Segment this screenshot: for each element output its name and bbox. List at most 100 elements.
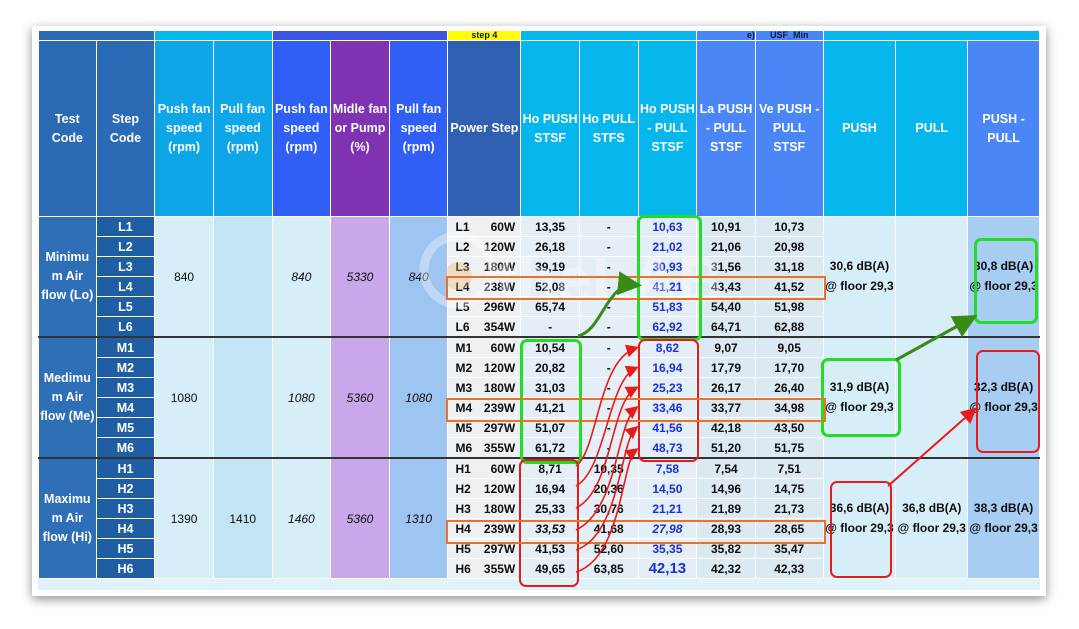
la-push-pull-cell: 14,96 [696,478,756,499]
ve-push-pull-cell: 14,75 [754,478,824,499]
power-step-code: H2 [455,481,471,496]
highlight-row-h4 [446,520,826,544]
ho-push-pull-cell: 21,21 [637,498,698,519]
power-step-cell: L5 296W [447,296,522,317]
ve-push-pull-cell: 31,18 [754,256,824,277]
ho-push-cell: 65,74 [520,296,580,317]
ho-push-cell: 13,35 [520,216,580,237]
table-row: L4 L4 238W 52,08-41,21 43,43 41,52 [39,276,1040,297]
power-step-watt: 297W [483,541,516,556]
push-summary-cell: 30,6 dB(A) @ floor 29,3 [822,216,897,338]
test-code-cell: Maximu m Air flow (Hi) [38,457,97,579]
pull-fan-speed-cell [212,216,273,338]
ho-push-pull-cell: 7,58 [637,457,698,479]
ho-push-pull-cell: 10,63 [637,216,698,237]
power-step-cell: L6 354W [447,316,522,338]
table-row: L2 L2 120W 26,18-21,02 21,06 20,98 [39,236,1040,257]
hdr-ho-pull: Ho PULL STFS [578,40,639,217]
ho-pull-cell: - [578,336,639,358]
step-code-cell: L4 [95,276,156,297]
power-step-code: H3 [455,501,471,516]
la-push-pull-cell: 7,54 [696,457,756,479]
ve-push-pull-cell: 17,70 [754,357,824,378]
power-step-cell: H1 60W [447,457,522,479]
step-code-cell: H3 [95,498,156,519]
power-step-cell: L3 180W [447,256,522,277]
power-step-watt: 355W [483,440,516,455]
ve-push-pull-cell: 21,73 [754,498,824,519]
power-step-watt: 180W [483,380,516,395]
power-step-watt: 297W [483,420,516,435]
power-step-code: L4 [455,279,470,294]
spreadsheet: step 4 e) USF_Min Test Code Step Code Pu… [38,30,1040,590]
power-step-cell: M5 297W [447,417,522,438]
table-row: Maximu m Air flow (Hi) H1 1390 1410 1460 5360… [38,457,1040,579]
highlight-row-m4 [446,398,826,422]
highlight-me-push-summary [821,358,901,437]
hdr-pull: PULL [895,40,969,217]
power-step-code: H5 [455,541,471,556]
step-code-cell: M5 [95,417,156,438]
ho-pull-cell: - [578,316,639,338]
highlight-me-pp-summary [976,350,1040,453]
ho-push-cell: 52,08 [520,276,580,297]
table-row: M3 M3 180W 31,03-25,23 26,17 26,40 [39,377,1040,398]
power-step-watt: 296W [483,299,516,314]
push-fan-speed-cell: 1080 [154,336,214,459]
power-step-code: M2 [455,360,473,375]
ve-push-pull-cell: 20,98 [754,236,824,257]
power-step-code: L5 [455,299,470,314]
ve-push-pull-cell: 41,52 [754,276,824,297]
ho-push-cell: 26,18 [520,236,580,257]
ve-push-pull-cell: 51,98 [754,296,824,317]
pull-fan-speed-2-cell: 840 [388,216,449,338]
pull-fan-speed-2-cell: 1080 [388,336,449,459]
power-step-watt: 180W [483,501,516,516]
ve-push-pull-cell: 43,50 [754,417,824,438]
power-step-watt: 355W [483,561,516,576]
table-row: M2 M2 120W 20,82-16,94 17,79 17,70 [39,357,1040,378]
la-push-pull-cell: 17,79 [696,357,756,378]
ho-push-pull-cell: 14,50 [637,478,698,499]
power-step-cell: M3 180W [447,377,522,398]
ho-push-cell: 61,72 [520,437,580,459]
results-table: step 4 e) USF_Min Test Code Step Code Pu… [38,30,1040,579]
hdr-power-step: Power Step [447,40,522,217]
la-push-pull-cell: 26,17 [696,377,756,398]
power-step-watt: 238W [483,279,516,294]
power-step-code: M4 [455,400,473,415]
ho-push-pull-cell: 27,98 [637,518,698,539]
power-step-watt: 60W [490,219,516,234]
power-step-watt: 60W [490,340,516,355]
step-code-cell: H2 [95,478,156,499]
ho-push-cell: 16,94 [520,478,580,499]
power-step-code: L1 [455,219,470,234]
step-code-cell: M4 [95,397,156,418]
ho-push-pull-cell: 41,56 [637,417,698,438]
table-row: M5 M5 297W 51,07-41,56 42,18 43,50 [39,417,1040,438]
highlight-me-push-pull [638,339,699,462]
hdr-push-fan-speed-2: Push fan speed (rpm) [271,40,332,217]
step-code-cell: M1 [95,336,156,358]
push-pull-summary-cell: 38,3 dB(A) @ floor 29,3 [967,457,1040,579]
power-step-code: L3 [455,259,470,274]
ho-push-pull-cell: 62,92 [637,316,698,338]
pull-fan-speed-cell: 1410 [212,457,273,579]
ho-pull-cell: - [578,377,639,398]
ho-push-pull-cell: 48,73 [637,437,698,459]
hdr-push: PUSH [822,40,897,217]
power-step-watt: 239W [483,521,516,536]
ho-push-cell: 25,33 [520,498,580,519]
la-push-pull-cell: 54,40 [696,296,756,317]
pull-summary-cell [895,336,969,459]
push-fan-speed-cell: 840 [154,216,214,338]
highlight-lo-pp-summary [974,238,1038,324]
ho-pull-cell: - [578,296,639,317]
la-push-pull-cell: 42,18 [696,417,756,438]
highlight-hi-push-summary [830,481,892,578]
power-step-code: M3 [455,380,473,395]
ho-push-cell: 20,82 [520,357,580,378]
power-step-code: H6 [455,561,471,576]
hdr-la-push-pull: La PUSH - PULL STSF [696,40,756,217]
la-push-pull-cell: 21,06 [696,236,756,257]
